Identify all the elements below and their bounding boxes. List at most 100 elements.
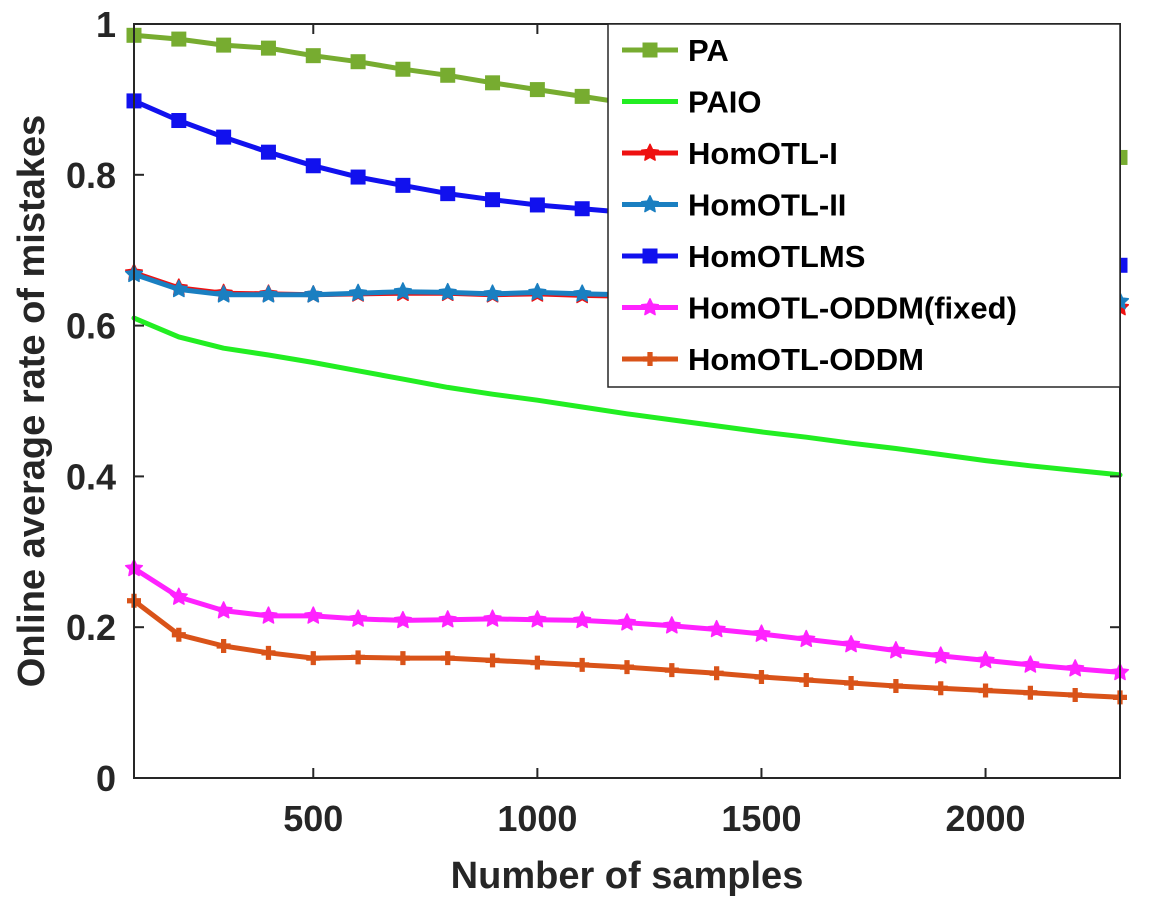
legend-label: PAIO xyxy=(688,85,762,120)
data-point xyxy=(573,610,592,629)
data-point xyxy=(483,284,502,302)
data-point xyxy=(393,282,412,300)
series-PAIO xyxy=(131,315,1123,478)
data-point xyxy=(438,282,457,301)
legend-label: HomOTLMS xyxy=(688,239,865,274)
data-point xyxy=(171,31,187,47)
legend-label: HomOTL-II xyxy=(688,188,846,223)
legend-marker xyxy=(643,352,657,366)
series-HomOTL-ODDM(fixed) xyxy=(124,558,1130,681)
series-line xyxy=(131,315,1123,478)
legend-label: HomOTL-I xyxy=(688,136,838,171)
y-tick-label: 1 xyxy=(96,4,116,45)
x-axis-label: Number of samples xyxy=(451,855,804,897)
legend-label: HomOTL-ODDM(fixed) xyxy=(688,291,1017,326)
data-point xyxy=(261,645,276,660)
data-point xyxy=(438,610,457,628)
x-tick-label: 1000 xyxy=(497,798,577,839)
legend-box xyxy=(607,23,1121,388)
y-tick-label: 0.2 xyxy=(66,607,116,648)
data-point xyxy=(797,629,816,648)
data-point xyxy=(440,186,456,202)
data-point xyxy=(260,40,276,56)
data-point xyxy=(350,169,366,185)
legend-item-HomOTL-ODDM: HomOTL-ODDM xyxy=(622,342,924,377)
data-point xyxy=(171,627,186,642)
data-point xyxy=(1066,659,1085,677)
data-point xyxy=(260,144,276,160)
x-tick-label: 2000 xyxy=(945,798,1025,839)
data-point xyxy=(1021,655,1040,673)
data-point xyxy=(395,177,411,193)
data-point xyxy=(976,650,995,669)
data-point xyxy=(575,657,590,672)
data-point xyxy=(842,635,861,653)
legend-marker xyxy=(640,143,660,161)
legend-label: HomOTL-ODDM xyxy=(688,342,924,377)
data-point xyxy=(888,679,903,694)
data-point xyxy=(393,610,412,629)
y-tick-label: 0.6 xyxy=(66,306,116,347)
x-tick-label: 1500 xyxy=(721,798,801,839)
data-point xyxy=(214,601,233,619)
legend-item-HomOTL-II: HomOTL-II xyxy=(622,188,846,223)
data-point xyxy=(1023,685,1038,700)
data-point xyxy=(574,88,590,104)
data-point xyxy=(485,75,501,91)
data-point xyxy=(754,669,769,684)
data-point xyxy=(214,285,233,303)
data-point xyxy=(620,660,634,675)
x-tick-label: 500 xyxy=(283,798,343,839)
data-point xyxy=(306,651,321,666)
legend-marker xyxy=(640,195,660,213)
data-point xyxy=(528,610,547,628)
data-point xyxy=(933,681,948,696)
data-point xyxy=(259,606,278,624)
data-point xyxy=(350,54,366,70)
data-point xyxy=(485,653,500,668)
data-point xyxy=(617,613,637,631)
y-axis-label: Online average rate of mistakes xyxy=(11,115,53,687)
data-point xyxy=(886,641,905,659)
legend-item-PA: PA xyxy=(622,33,729,68)
legend-item-HomOTL-ODDM(fixed): HomOTL-ODDM(fixed) xyxy=(622,291,1017,326)
legend-item-HomOTL-I: HomOTL-I xyxy=(622,136,838,171)
data-point xyxy=(799,672,814,687)
y-tick-label: 0 xyxy=(96,758,116,799)
data-point xyxy=(169,279,188,298)
data-point xyxy=(169,587,188,605)
data-point xyxy=(664,663,679,678)
data-point xyxy=(305,48,321,64)
data-point xyxy=(844,675,859,690)
data-point xyxy=(528,282,547,301)
legend-label: PA xyxy=(688,33,729,68)
data-point xyxy=(259,285,278,303)
data-point xyxy=(351,650,366,665)
data-point xyxy=(216,639,231,654)
data-point xyxy=(931,646,950,664)
legend-item-HomOTLMS: HomOTLMS xyxy=(622,239,865,274)
data-point xyxy=(662,616,681,634)
data-point xyxy=(709,666,724,681)
data-point xyxy=(752,624,771,642)
data-point xyxy=(529,197,545,213)
data-point xyxy=(978,683,993,698)
y-tick-label: 0.8 xyxy=(66,155,116,196)
data-point xyxy=(216,129,232,145)
data-point xyxy=(485,192,501,208)
data-point xyxy=(440,651,455,666)
data-point xyxy=(395,61,411,77)
data-point xyxy=(574,201,590,217)
legend-marker xyxy=(642,248,658,264)
data-point xyxy=(440,67,456,83)
data-point xyxy=(530,655,545,670)
data-point xyxy=(349,609,368,627)
data-point xyxy=(304,285,323,303)
data-point xyxy=(1068,688,1083,703)
legend-marker xyxy=(640,298,660,316)
data-point xyxy=(349,283,368,302)
y-tick-label: 0.4 xyxy=(66,456,116,497)
data-point xyxy=(304,606,323,624)
data-point xyxy=(707,619,726,638)
